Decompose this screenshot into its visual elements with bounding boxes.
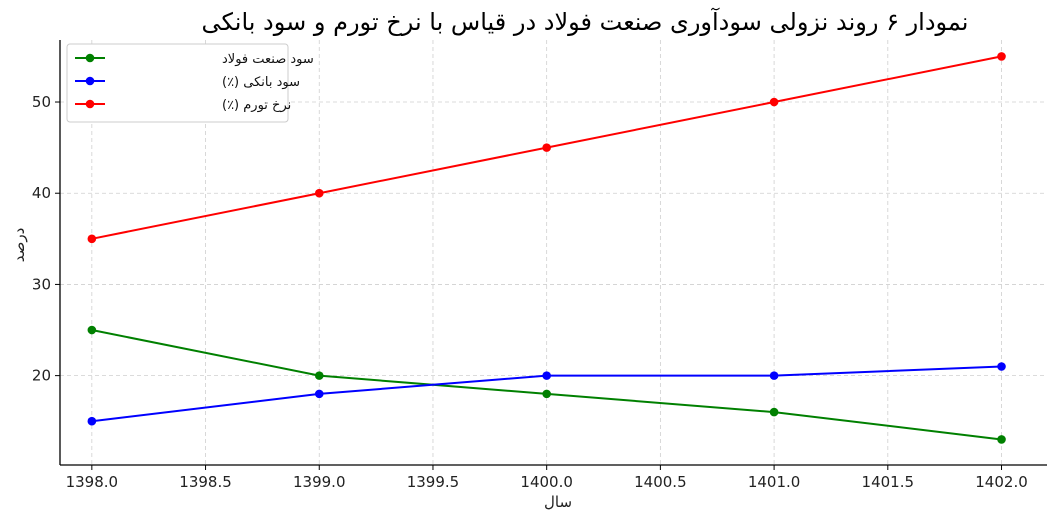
legend-label: سود بانکی (٪)	[222, 75, 300, 90]
x-tick-label: 1399.0	[293, 473, 346, 491]
legend-item: سود بانکی (٪)	[75, 75, 300, 90]
data-point	[542, 389, 551, 399]
chart-title: نمودار ۶ روند نزولی سودآوری صنعت فولاد د…	[202, 7, 969, 36]
legend-item: سود صنعت فولاد	[75, 52, 314, 67]
axes	[59, 40, 1047, 466]
y-tick-label: 30	[32, 275, 51, 293]
data-point	[997, 435, 1006, 444]
y-axis-label: درصد	[10, 228, 28, 263]
legend-label: نرخ تورم (٪)	[222, 98, 291, 113]
data-point	[87, 234, 97, 244]
x-axis-label: سال	[544, 493, 572, 511]
data-point	[87, 416, 97, 426]
data-point	[769, 407, 779, 417]
data-point	[314, 188, 324, 198]
data-point	[314, 389, 324, 399]
x-tick-label: 1401.0	[748, 473, 801, 491]
x-tick-label: 1400.5	[634, 473, 687, 491]
data-point	[769, 371, 779, 380]
legend-item: نرخ تورم (٪)	[75, 98, 291, 113]
x-tick-label: 1398.0	[66, 473, 119, 491]
series-layer	[87, 52, 1006, 444]
data-point	[997, 362, 1006, 371]
data-point	[542, 143, 551, 152]
series-2	[87, 362, 1006, 426]
x-tick-label: 1399.5	[407, 473, 460, 491]
data-point	[542, 371, 551, 380]
legend-box	[66, 43, 289, 123]
data-point	[87, 325, 97, 335]
legend-swatch-marker	[85, 99, 95, 109]
legend: سود صنعت فولاد سود بانکی (٪) نرخ تورم (٪)	[66, 43, 314, 123]
y-tick-label: 40	[32, 184, 51, 202]
legend-label: سود صنعت فولاد	[222, 52, 314, 67]
data-point	[997, 52, 1006, 61]
series-1	[87, 325, 1006, 444]
grid-lines	[60, 40, 1047, 465]
x-tick-label: 1401.5	[862, 473, 915, 491]
y-tick-label: 20	[32, 367, 51, 385]
legend-swatch-marker	[85, 53, 95, 63]
data-point	[769, 97, 779, 107]
legend-swatch-marker	[85, 76, 95, 86]
x-tick-label: 1398.5	[179, 473, 232, 491]
x-tick-label: 1402.0	[975, 473, 1028, 491]
x-tick-label: 1400.0	[520, 473, 573, 491]
data-point	[314, 371, 324, 380]
y-tick-label: 50	[32, 93, 51, 111]
series-3	[87, 52, 1006, 244]
ticks: 1398.0 1398.5 1399.0 1399.5 1400.0 1400.5 1401…	[32, 93, 1028, 491]
